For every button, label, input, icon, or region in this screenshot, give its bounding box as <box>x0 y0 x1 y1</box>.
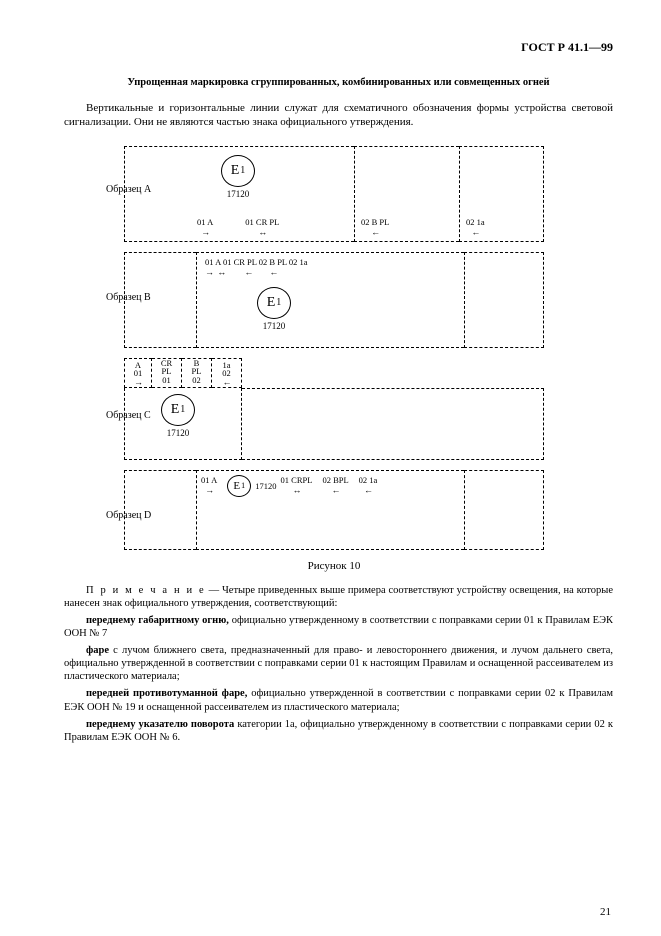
p4b: переднему указателю поворота <box>86 719 234 730</box>
d2: 01 CRPL <box>281 476 313 485</box>
enum-c: 17120 <box>161 428 195 438</box>
label-b: Образец B <box>106 292 151 303</box>
e-mark-icon: E1 <box>221 155 255 187</box>
intro-content: Вертикальные и горизонтальные линии служ… <box>64 102 613 128</box>
d3: 02 BPL <box>322 476 348 485</box>
e-mark-icon: E1 <box>257 287 291 319</box>
subtitle: Упрощенная маркировка сгруппированных, к… <box>64 77 613 88</box>
enum-a: 17120 <box>221 189 255 199</box>
enum-b: 17120 <box>257 321 291 331</box>
p1b: переднему габаритному огню, <box>86 615 229 626</box>
e-mark-icon: E1 <box>227 475 251 497</box>
sample-b: Образец B 01 A 01 CR PL 02 B PL 02 1a → … <box>124 252 544 348</box>
label-d: Образец D <box>106 510 151 521</box>
d0: 01 A <box>201 476 217 485</box>
c1l3: 01 <box>162 375 171 385</box>
code-a1: 01 CR PL <box>245 218 279 227</box>
note-block: П р и м е ч а н и е — Четыре приведенных… <box>64 584 613 744</box>
code-a3: 02 1a <box>466 218 485 227</box>
intro-text: Вертикальные и горизонтальные линии служ… <box>64 102 613 130</box>
p2: с лучом ближнего света, предназначенный … <box>64 645 613 682</box>
e-mark-icon: E1 <box>161 394 195 426</box>
note-lead-word: П р и м е ч а н и е <box>86 585 206 596</box>
p2b: фаре <box>86 645 109 656</box>
c2l3: 02 <box>192 375 201 385</box>
diagrams: Образец A E1 17120 01 A→ 01 CR PL↔ 02 B … <box>124 146 544 572</box>
page-number: 21 <box>600 906 611 918</box>
d1: 17120 <box>255 481 276 491</box>
codes-b: 01 A 01 CR PL 02 B PL 02 1a <box>205 257 308 267</box>
p3b: передней противотуманной фаре, <box>86 688 247 699</box>
code-a0: 01 A <box>197 218 213 227</box>
sample-d: Образец D 01 A→ E1 17120 01 CRPL↔ 02 BPL… <box>124 470 544 550</box>
d4: 02 1a <box>359 476 378 485</box>
figure-caption: Рисунок 10 <box>124 560 544 572</box>
page: ГОСТ Р 41.1—99 Упрощенная маркировка сгр… <box>0 0 661 778</box>
doc-id: ГОСТ Р 41.1—99 <box>64 40 613 55</box>
sample-c: Образец C A 01 → CR PL 01 <box>124 358 544 460</box>
code-a2: 02 B PL <box>361 218 389 227</box>
sample-a: Образец A E1 17120 01 A→ 01 CR PL↔ 02 B … <box>124 146 544 242</box>
